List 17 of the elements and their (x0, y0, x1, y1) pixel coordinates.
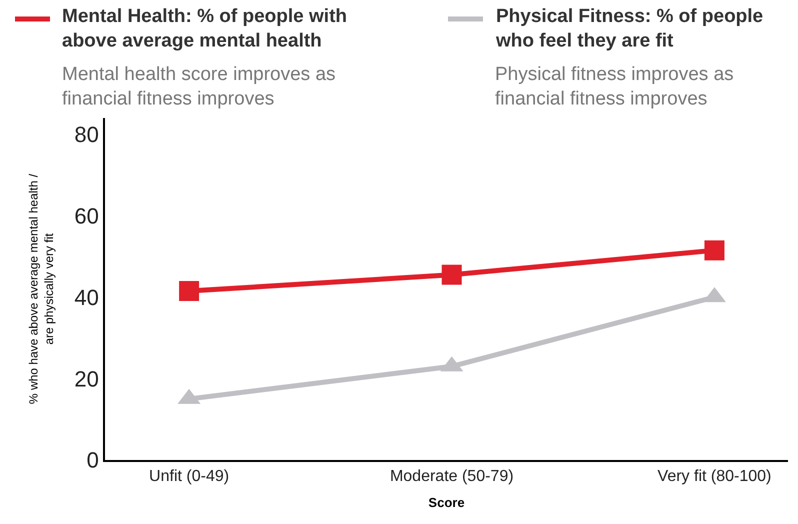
x-tick-label: Very fit (80-100) (658, 468, 772, 485)
y-tick-label: 40 (74, 284, 99, 310)
y-tick-label: 80 (74, 122, 99, 147)
legend-label: Physical Fitness: % of people who feel they are fit (495, 6, 764, 52)
x-tick-label: Moderate (50-79) (390, 468, 514, 485)
x-tick-label: Unfit (0-49) (149, 468, 230, 485)
point (442, 264, 462, 285)
y-axis-title: % who have above average mental health / are physically very fit (26, 173, 56, 404)
point (179, 281, 200, 302)
x-axis-title: Score (428, 495, 465, 510)
y-tick-label: 60 (74, 203, 99, 228)
y-tick-label: 20 (74, 366, 99, 392)
legend-label: Mental Health: % of people with above average mental health (62, 6, 348, 52)
y-tick-label: 0 (86, 448, 99, 473)
text: Mental health score improves as financial fitness improves (62, 64, 336, 110)
point (704, 240, 724, 260)
text: Physical fitness improves as financial fitness improves (495, 64, 734, 110)
